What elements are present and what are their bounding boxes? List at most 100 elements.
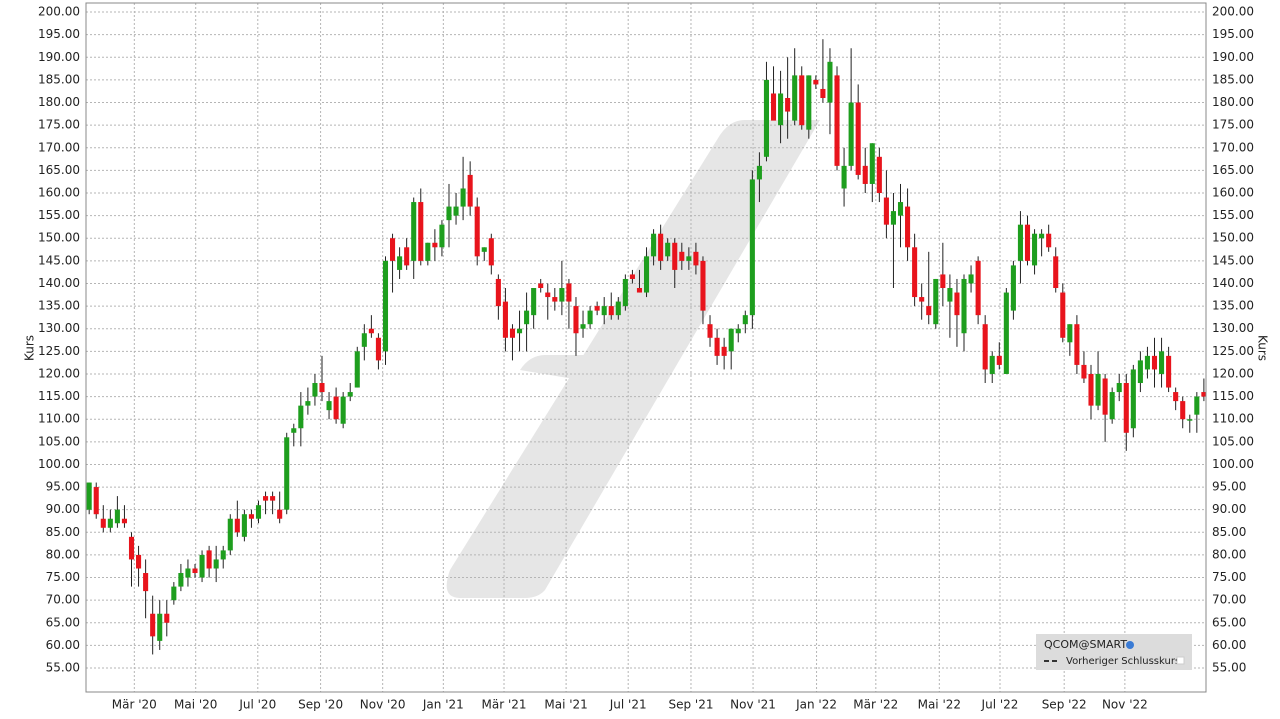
y-tick-label-right: 150.00 xyxy=(1212,231,1254,245)
y-tick-label-right: 60.00 xyxy=(1212,638,1246,652)
candle-body xyxy=(1088,373,1094,406)
y-tick-label: 90.00 xyxy=(46,502,80,516)
y-tick-label-right: 65.00 xyxy=(1212,615,1246,629)
candle-body xyxy=(890,211,896,225)
candle-body xyxy=(474,206,480,257)
y-tick-label-right: 115.00 xyxy=(1212,389,1254,403)
candle-body xyxy=(1039,233,1045,239)
watermark xyxy=(520,355,650,380)
x-tick-label: Jul '22 xyxy=(981,698,1019,712)
candle-body xyxy=(756,165,762,180)
y-tick-label: 110.00 xyxy=(38,412,80,426)
candle-body xyxy=(298,405,304,429)
candle-body xyxy=(305,401,311,406)
x-tick-label: Jul '21 xyxy=(609,698,647,712)
candle-body xyxy=(608,306,614,316)
candle-body xyxy=(107,518,113,528)
y-tick-label: 140.00 xyxy=(38,276,80,290)
candle-body xyxy=(975,260,981,316)
candle-body xyxy=(940,274,946,289)
candle-body xyxy=(841,165,847,189)
y-tick-label-right: 80.00 xyxy=(1212,547,1246,561)
candle-body xyxy=(1123,383,1129,433)
candle-body xyxy=(897,202,904,216)
candle-body xyxy=(806,75,812,130)
candle-body xyxy=(319,383,325,393)
candle-body xyxy=(164,613,170,623)
candle-body xyxy=(827,61,833,103)
candle-body xyxy=(1180,401,1186,420)
candle-body xyxy=(93,487,99,515)
candle-body xyxy=(820,88,826,99)
y-tick-label-right: 135.00 xyxy=(1212,299,1254,313)
candle-body xyxy=(622,278,628,307)
y-axis-label-right: Kurs xyxy=(1256,335,1270,361)
candle-body xyxy=(100,518,106,528)
candle-body xyxy=(876,156,882,194)
x-tick-label: Nov '21 xyxy=(730,698,776,712)
candle-body xyxy=(467,174,473,207)
x-tick-label: Sep '20 xyxy=(298,698,343,712)
candle-body xyxy=(855,102,861,175)
legend-checkbox[interactable] xyxy=(1176,656,1185,665)
x-tick-label: Jan '21 xyxy=(422,698,464,712)
candle-body xyxy=(425,242,431,261)
candle-body xyxy=(982,324,988,370)
y-tick-label-right: 165.00 xyxy=(1212,163,1254,177)
candle-body xyxy=(460,188,466,207)
candle-body xyxy=(1074,324,1080,365)
candle-body xyxy=(1151,355,1158,370)
candle-body xyxy=(1003,292,1009,374)
y-tick-label-right: 190.00 xyxy=(1212,50,1254,64)
y-axis-label: Kurs xyxy=(23,335,37,361)
y-tick-label-right: 75.00 xyxy=(1212,570,1246,584)
candle-body xyxy=(721,346,727,356)
x-tick-label: Mai '20 xyxy=(174,698,217,712)
candle-body xyxy=(658,233,664,261)
candle-body xyxy=(1187,419,1193,421)
y-tick-label: 60.00 xyxy=(46,638,80,652)
candle-body xyxy=(594,306,600,311)
candle-body xyxy=(143,573,149,592)
candle-body xyxy=(954,292,960,316)
candle-body xyxy=(453,206,459,216)
candle-body xyxy=(1060,292,1066,338)
candle-body xyxy=(1032,233,1038,266)
legend-box xyxy=(1036,634,1192,670)
y-tick-label: 195.00 xyxy=(38,27,80,41)
candle-body xyxy=(382,260,389,352)
candle-body xyxy=(735,328,741,334)
y-tick-label: 200.00 xyxy=(38,5,80,19)
candle-body xyxy=(813,79,819,85)
candle-body xyxy=(361,333,367,347)
x-tick-label: Sep '22 xyxy=(1042,698,1087,712)
candle-body xyxy=(411,202,417,261)
candle-body xyxy=(770,93,777,121)
legend-label: QCOM@SMART xyxy=(1044,638,1127,651)
y-tick-label-right: 90.00 xyxy=(1212,502,1246,516)
candle-body xyxy=(255,505,262,519)
candle-body xyxy=(150,613,156,637)
candle-body xyxy=(157,613,163,641)
candle-body xyxy=(778,93,784,126)
candle-body xyxy=(206,550,212,569)
candle-body xyxy=(643,256,650,293)
candle-body xyxy=(742,315,748,325)
candle-body xyxy=(432,242,438,248)
candle-body xyxy=(1053,256,1059,289)
y-tick-label: 130.00 xyxy=(38,321,80,335)
candle-body xyxy=(862,165,868,184)
candle-body xyxy=(277,509,283,519)
candle-body xyxy=(615,301,621,316)
y-tick-label-right: 195.00 xyxy=(1212,27,1254,41)
y-tick-label: 85.00 xyxy=(46,525,80,539)
candle-body xyxy=(926,306,932,316)
legend: QCOM@SMART Vorheriger Schlusskurs xyxy=(1036,634,1192,670)
candle-body xyxy=(439,224,445,248)
candle-body xyxy=(241,514,247,537)
candle-body xyxy=(481,247,487,252)
candle-body xyxy=(1137,360,1143,384)
candle-body xyxy=(968,274,974,284)
y-tick-label: 155.00 xyxy=(38,208,80,222)
